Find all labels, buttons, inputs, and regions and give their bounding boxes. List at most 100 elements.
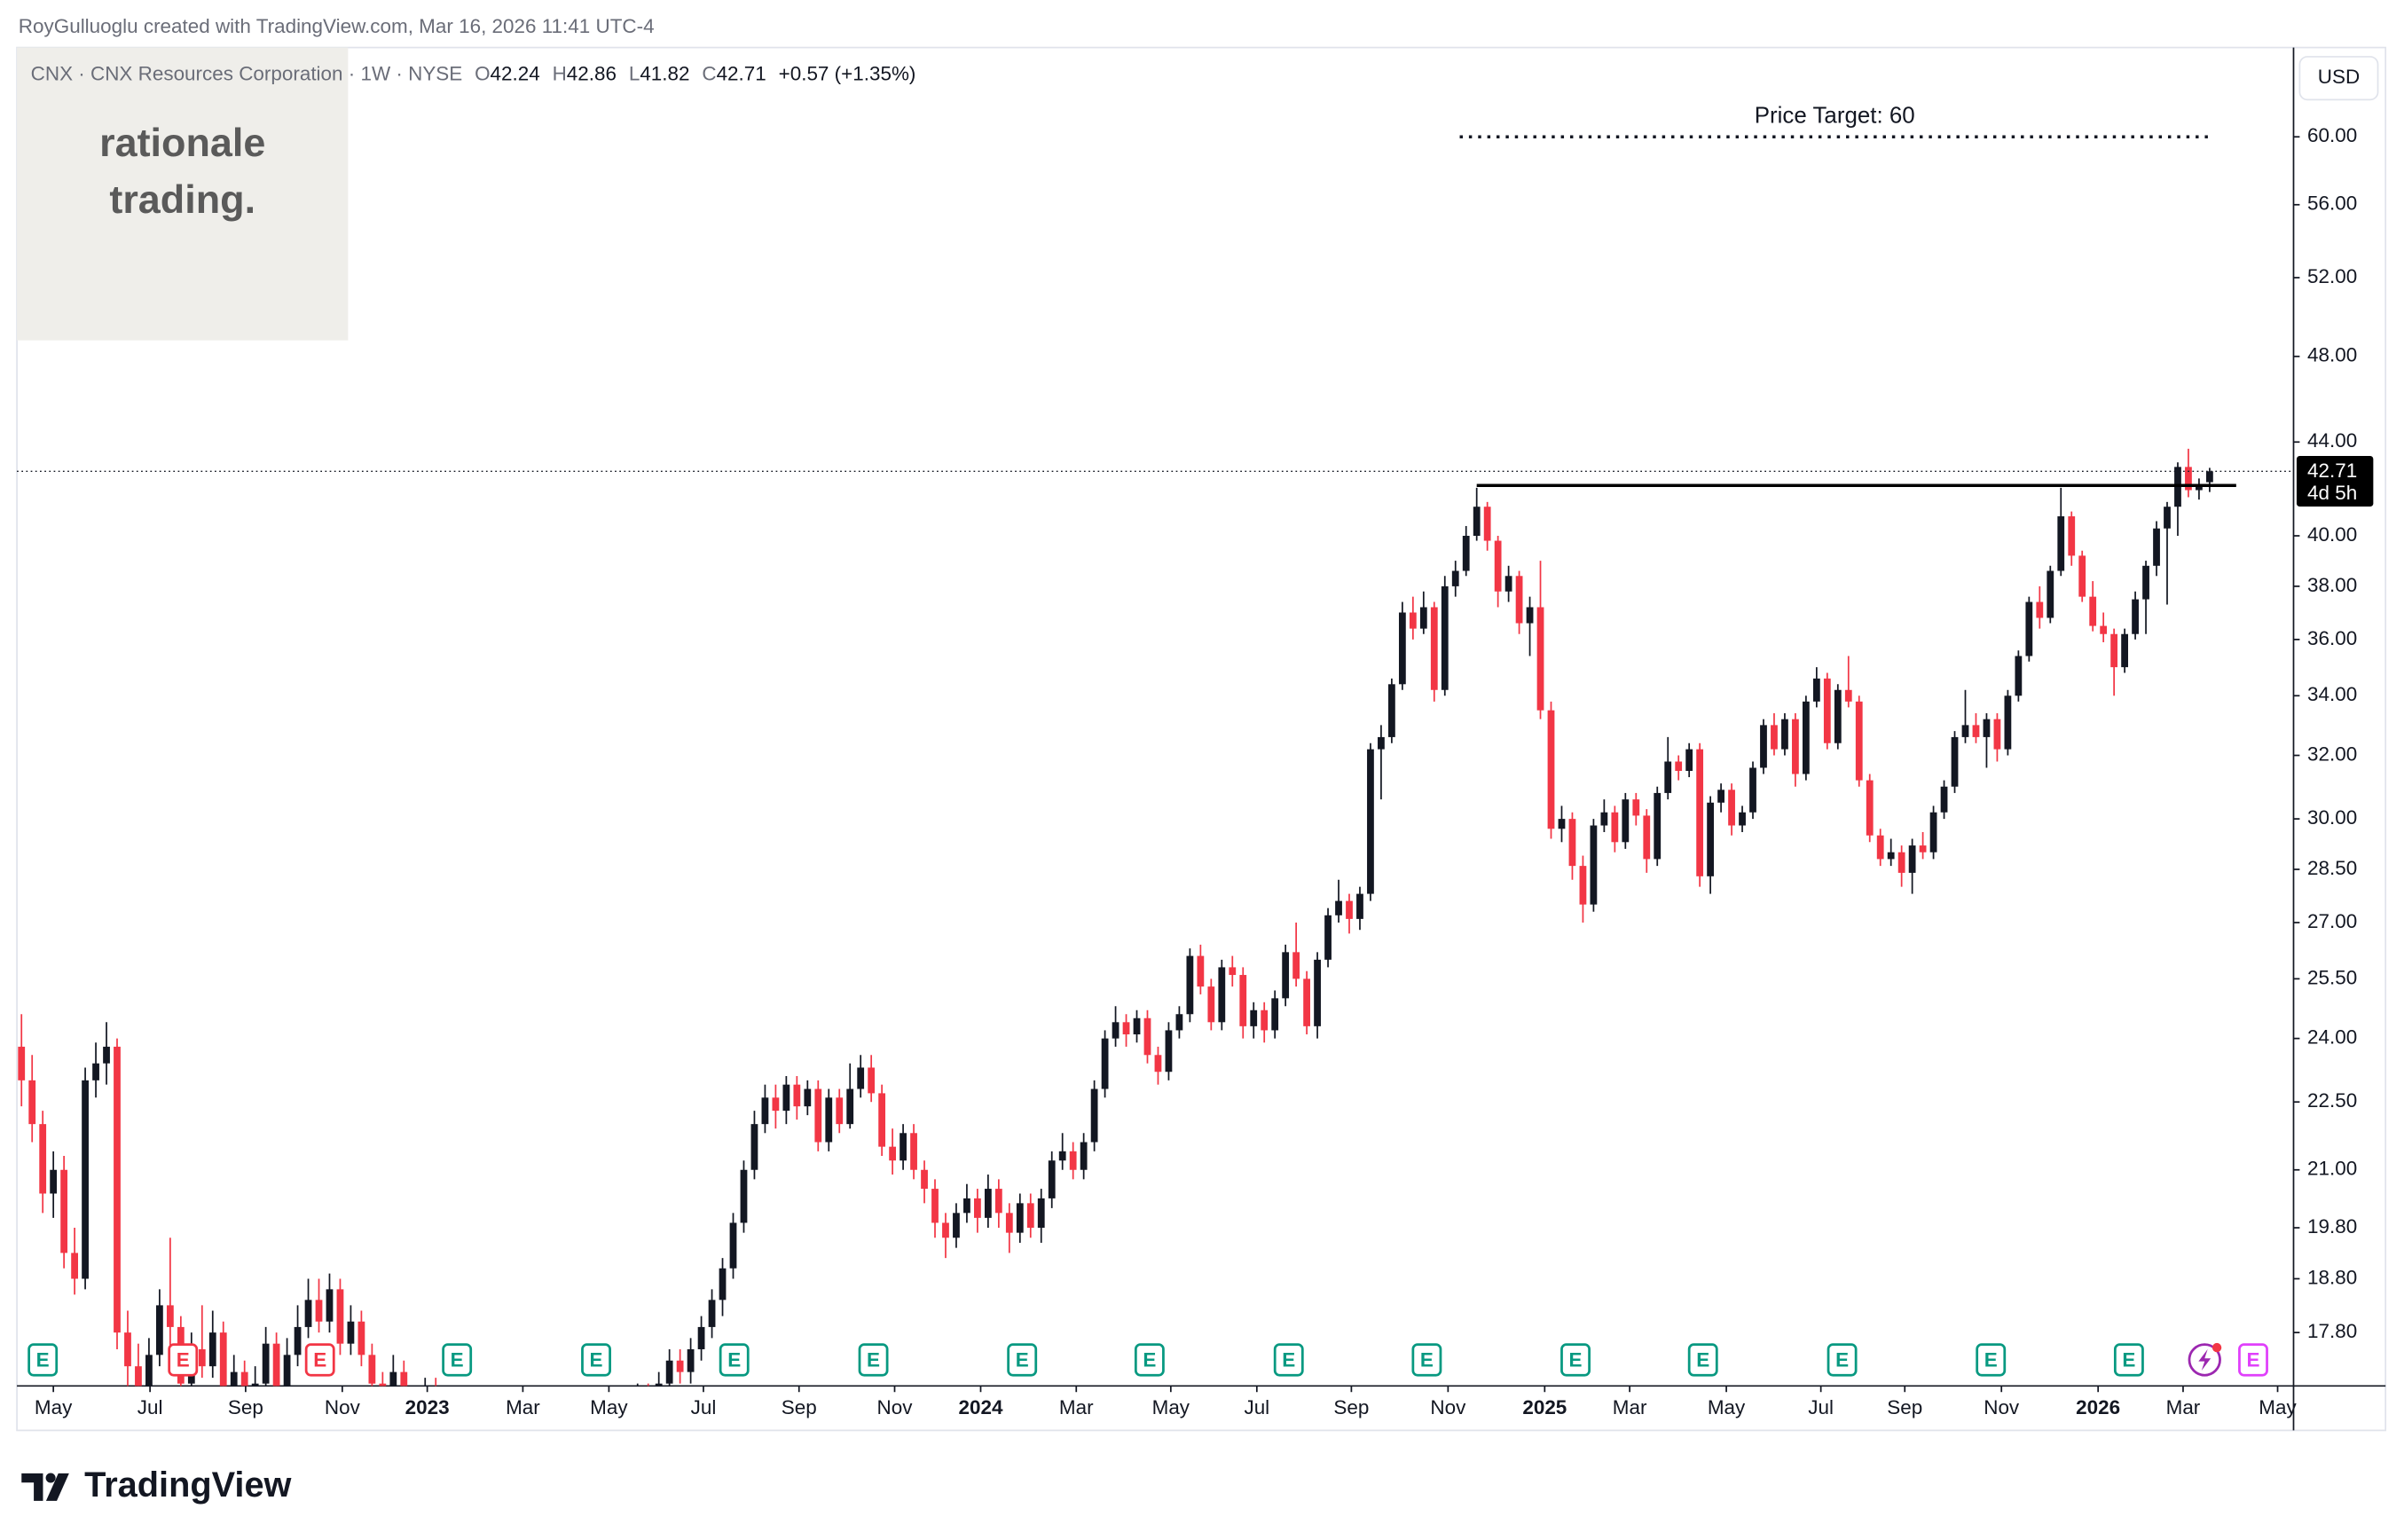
y-tick-label: 30.00 bbox=[2307, 806, 2357, 829]
ohlc-label: H bbox=[553, 63, 567, 85]
candle-body bbox=[1282, 952, 1290, 999]
candle-body bbox=[1186, 955, 1194, 1015]
candle-body bbox=[1855, 701, 1863, 781]
candle-body bbox=[1048, 1160, 1056, 1198]
y-tick-label: 56.00 bbox=[2307, 192, 2357, 215]
candle-body bbox=[208, 1332, 216, 1367]
candle-body bbox=[1558, 819, 1566, 829]
candle-body bbox=[676, 1360, 684, 1372]
candle-body bbox=[804, 1088, 812, 1107]
candle-body bbox=[1940, 786, 1948, 813]
ohlc-label: O bbox=[475, 63, 490, 85]
candle-body bbox=[82, 1080, 89, 1279]
y-tick-label: 48.00 bbox=[2307, 344, 2357, 366]
x-tick-label: Sep bbox=[782, 1396, 817, 1418]
candle-body bbox=[1866, 780, 1874, 836]
x-tick-label: Mar bbox=[1059, 1396, 1094, 1418]
candle-body bbox=[2196, 484, 2203, 491]
candle-body bbox=[1005, 1213, 1013, 1233]
earnings-label: E bbox=[177, 1349, 190, 1371]
candle-body bbox=[2132, 599, 2139, 634]
earnings-label: E bbox=[867, 1349, 880, 1371]
brand-logo bbox=[21, 1473, 69, 1501]
earnings-label: E bbox=[2122, 1349, 2135, 1371]
x-tick-label: Jul bbox=[691, 1396, 717, 1418]
candle-body bbox=[1069, 1151, 1077, 1170]
candle-body bbox=[294, 1326, 302, 1355]
x-tick-label: Jul bbox=[1808, 1396, 1834, 1418]
y-tick-label: 21.00 bbox=[2307, 1158, 2357, 1180]
candle-body bbox=[846, 1088, 854, 1125]
candle-body bbox=[1261, 1010, 1269, 1031]
last-price-box bbox=[2296, 456, 2374, 507]
candle-body bbox=[740, 1169, 748, 1223]
candle-body bbox=[379, 1383, 387, 1387]
candle-body bbox=[2089, 596, 2097, 626]
candle-body bbox=[1388, 684, 1395, 737]
candle-body bbox=[1314, 959, 1321, 1026]
candle-body bbox=[825, 1097, 833, 1143]
candle-body bbox=[793, 1084, 801, 1107]
candle-body bbox=[1515, 576, 1523, 624]
earnings-label: E bbox=[1420, 1349, 1434, 1371]
candle-body bbox=[1547, 710, 1555, 829]
candle-body bbox=[2047, 570, 2054, 618]
candle-body bbox=[1792, 719, 1799, 774]
candle-body bbox=[1600, 812, 1608, 826]
candle-body bbox=[1707, 802, 1715, 876]
logo-line: rationale bbox=[99, 120, 265, 165]
candle-body bbox=[1271, 998, 1279, 1031]
logo-line: trading. bbox=[109, 177, 255, 222]
candle-body bbox=[1409, 612, 1417, 629]
candle-body bbox=[1802, 701, 1810, 774]
candle-body bbox=[1175, 1014, 1183, 1031]
candle-body bbox=[1844, 689, 1852, 702]
x-tick-label: Mar bbox=[506, 1396, 540, 1418]
candle-body bbox=[357, 1321, 365, 1355]
candle-body bbox=[39, 1124, 47, 1194]
candle-body bbox=[1993, 719, 2001, 750]
header: RoyGulluoglu created with TradingView.co… bbox=[19, 15, 655, 37]
candle-body bbox=[931, 1189, 939, 1223]
y-tick-label: 19.80 bbox=[2307, 1215, 2357, 1238]
y-tick-label: 52.00 bbox=[2307, 265, 2357, 287]
candle-body bbox=[114, 1046, 121, 1333]
candle-body bbox=[304, 1300, 312, 1327]
candle-body bbox=[772, 1097, 780, 1112]
candle-body bbox=[1908, 845, 1916, 873]
candle-body bbox=[900, 1133, 907, 1161]
countdown: 4d 5h bbox=[2307, 482, 2357, 504]
candle-body bbox=[1335, 900, 1342, 915]
candle-body bbox=[1622, 799, 1630, 843]
candle-body bbox=[1356, 893, 1363, 919]
x-tick-label: 2026 bbox=[2076, 1396, 2120, 1418]
earnings-marker bbox=[1976, 1343, 2007, 1377]
candle-body bbox=[1346, 900, 1353, 919]
y-tick-label: 32.00 bbox=[2307, 742, 2357, 765]
candle-body bbox=[1218, 967, 1226, 1023]
x-tick-label: 2024 bbox=[959, 1396, 1003, 1418]
earnings-label: E bbox=[1569, 1349, 1583, 1371]
candle-body bbox=[1494, 540, 1502, 592]
earnings-label: E bbox=[36, 1349, 50, 1371]
candle-body bbox=[2185, 467, 2192, 491]
candle-body bbox=[750, 1124, 758, 1170]
earnings-marker bbox=[1411, 1343, 1442, 1377]
candle-body bbox=[1961, 725, 1969, 737]
candle-body bbox=[1058, 1151, 1066, 1161]
candle-body bbox=[71, 1253, 78, 1279]
candle-body bbox=[18, 1046, 26, 1080]
currency: USD bbox=[2318, 66, 2360, 88]
earnings-label: E bbox=[1984, 1349, 1998, 1371]
candle-body bbox=[135, 1366, 142, 1387]
candle-body bbox=[1972, 725, 1980, 737]
candle-body bbox=[942, 1222, 949, 1238]
earnings-label: E bbox=[590, 1349, 603, 1371]
candle-body bbox=[1643, 815, 1651, 860]
candle-body bbox=[103, 1046, 110, 1064]
candle-body bbox=[156, 1305, 163, 1355]
candle-body bbox=[251, 1383, 259, 1387]
candle-body bbox=[953, 1213, 960, 1238]
y-tick-label: 17.80 bbox=[2307, 1320, 2357, 1342]
candle-body bbox=[219, 1332, 227, 1387]
